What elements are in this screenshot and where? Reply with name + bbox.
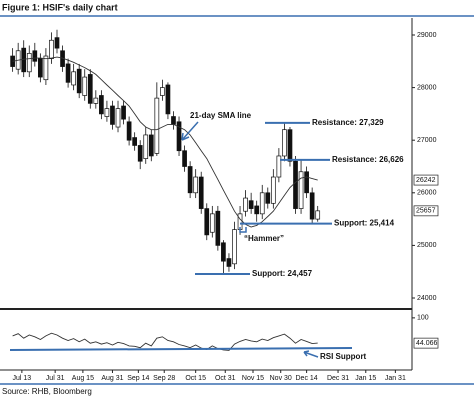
- candle-body: [65, 63, 71, 83]
- candle-body: [193, 176, 199, 194]
- candle-body: [126, 121, 132, 141]
- annotation: “Hammer”: [244, 234, 284, 243]
- hammer-bracket: [239, 227, 247, 233]
- candle-body: [293, 160, 298, 209]
- candle-body: [304, 171, 309, 194]
- annotation: 21-day SMA line: [190, 111, 252, 120]
- candle-body: [287, 129, 293, 162]
- x-tick-label: Aug 31: [101, 375, 123, 382]
- candle-body: [121, 105, 126, 120]
- annotation: Support: 24,457: [252, 269, 313, 278]
- last-sma-label-box: [413, 174, 439, 186]
- candle-body: [298, 171, 304, 209]
- source: Source: RHB, Bloomberg: [2, 387, 92, 396]
- y-tick-label: 25000: [417, 242, 437, 249]
- chart-title: Figure 1: HSIF's daily chart: [2, 2, 118, 12]
- x-tick-label: Jan 15: [355, 375, 376, 382]
- candle-body: [165, 84, 171, 115]
- x-tick-label: Oct 31: [215, 375, 236, 382]
- candle-body: [243, 197, 248, 212]
- candle-body: [93, 97, 99, 104]
- x-tick-label: Nov 30: [270, 375, 292, 382]
- candle-body: [38, 58, 43, 78]
- y-tick-label: 28000: [417, 84, 437, 91]
- candle-body: [187, 166, 193, 194]
- candle-body: [176, 121, 182, 152]
- candle-body: [49, 39, 54, 60]
- x-tick-label: Sep 14: [127, 375, 149, 382]
- rsi-last-label-box: [413, 337, 439, 349]
- x-tick-label: Jul 13: [13, 375, 32, 382]
- x-tick-label: Jan 31: [385, 375, 406, 382]
- last-sma-label: 26242: [416, 177, 436, 184]
- candle-body: [132, 137, 138, 146]
- x-tick-label: Sep 28: [153, 375, 175, 382]
- annotation: Resistance: 27,329: [312, 118, 384, 127]
- last-price-label: 25657: [416, 208, 436, 215]
- candle-body: [160, 87, 165, 96]
- rsi-arrow: [303, 350, 319, 358]
- candle-body: [171, 116, 176, 125]
- sma-line: [12, 56, 318, 228]
- x-tick-label: Oct 15: [185, 375, 206, 382]
- rsi-tick-label: 100: [417, 315, 429, 322]
- candle-body: [209, 213, 215, 233]
- candle-body: [143, 134, 149, 159]
- candle-body: [276, 155, 282, 178]
- candle-body: [204, 208, 210, 236]
- candle-body: [282, 129, 287, 157]
- x-tick-label: Nov 15: [242, 375, 264, 382]
- candle-body: [309, 192, 315, 220]
- annotation: Resistance: 26,626: [332, 155, 404, 164]
- rsi-last-label: 44.066: [416, 340, 438, 347]
- y-tick-label: 24000: [417, 295, 437, 302]
- y-tick-label: 29000: [417, 32, 437, 39]
- candle-body: [32, 50, 38, 62]
- candle-body: [115, 108, 121, 128]
- candle-body: [198, 176, 204, 209]
- candle-body: [265, 192, 271, 204]
- x-tick-label: Aug 15: [72, 375, 94, 382]
- candle-body: [315, 210, 321, 220]
- candle-body: [182, 150, 187, 167]
- candle-body: [87, 74, 93, 104]
- rsi-support-line: [9, 347, 353, 351]
- candle-body: [99, 95, 104, 115]
- candle-body: [154, 97, 160, 154]
- annotation: RSI Support: [320, 352, 367, 361]
- candle-body: [226, 258, 232, 267]
- candle-body: [137, 145, 143, 162]
- candle-body: [82, 76, 88, 96]
- candle-body: [270, 176, 276, 204]
- rsi-line: [12, 332, 318, 351]
- x-tick-label: Dec 14: [296, 375, 318, 382]
- candle-body: [259, 192, 265, 215]
- candle-body: [76, 68, 82, 94]
- candle-body: [43, 55, 49, 81]
- candle-body: [248, 200, 254, 209]
- candle-body: [54, 37, 60, 49]
- candle-body: [104, 108, 110, 117]
- y-tick-label: 27000: [417, 137, 437, 144]
- candle-body: [254, 205, 260, 215]
- candle-body: [21, 47, 27, 73]
- candle-body: [148, 134, 154, 157]
- candle-body: [26, 53, 32, 73]
- candle-body: [110, 105, 115, 125]
- candle-body: [221, 242, 226, 262]
- candle-body: [215, 210, 221, 246]
- candle-body: [232, 229, 237, 265]
- last-price-label-box: [413, 205, 439, 217]
- candle-body: [71, 71, 76, 86]
- y-tick-label: 26000: [417, 190, 437, 197]
- sma-arrow: [181, 121, 199, 141]
- x-tick-label: Jul 31: [46, 375, 65, 382]
- x-tick-label: Dec 31: [327, 375, 349, 382]
- annotation: Support: 25,414: [334, 219, 395, 228]
